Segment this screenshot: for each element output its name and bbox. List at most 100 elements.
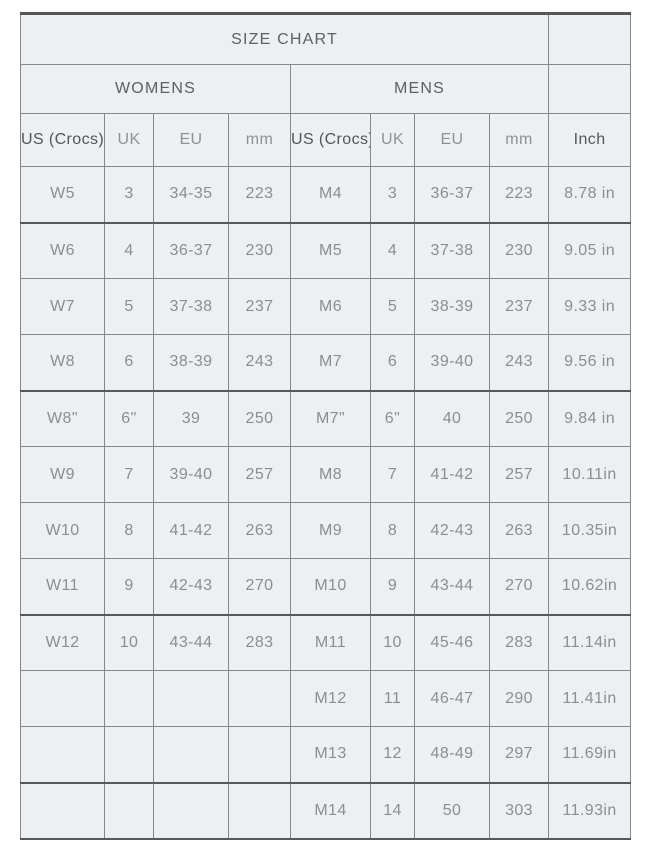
column-header-row: US (Crocs) UK EU mm US (Crocs) UK EU mm …	[20, 113, 632, 167]
col-header-mens-us: US (Crocs)	[290, 113, 371, 167]
cell-inch: 9.84 in	[548, 390, 632, 447]
cell-womens-uk: 5	[104, 278, 154, 335]
cell-mens-mm: 297	[488, 726, 550, 784]
womens-section-header: WOMENS	[20, 64, 291, 114]
col-header-womens-us: US (Crocs)	[20, 113, 105, 167]
table-row: W12 10 43-44 283 M11 10 45-46 283 11.14in	[20, 614, 632, 671]
cell-mens-eu: 40	[414, 390, 490, 447]
cell-mens-mm: 263	[488, 502, 550, 559]
cell-womens-us: W9	[20, 446, 105, 503]
title-row: SIZE CHART	[19, 13, 632, 65]
cell-mens-uk: 7	[370, 446, 415, 503]
cell-mens-uk: 6"	[370, 390, 415, 447]
cell-womens-us: W6	[20, 222, 105, 279]
cell-womens-uk: 4	[104, 222, 154, 279]
cell-mens-uk: 4	[370, 222, 415, 279]
table-row: W6 4 36-37 230 M5 4 37-38 230 9.05 in	[20, 222, 632, 279]
cell-womens-us: W8"	[20, 390, 105, 447]
size-chart-table: SIZE CHART WOMENS MENS US (Crocs) UK EU …	[19, 12, 632, 840]
cell-womens-uk: 9	[104, 558, 154, 616]
cell-womens-eu: 39	[153, 390, 229, 447]
title-row-spacer-cell	[548, 13, 632, 65]
cell-womens-mm	[228, 726, 291, 784]
section-row: WOMENS MENS	[20, 64, 632, 114]
cell-mens-us: M10	[290, 558, 371, 616]
cell-mens-uk: 5	[370, 278, 415, 335]
table-row: W7 5 37-38 237 M6 5 38-39 237 9.33 in	[20, 278, 632, 335]
cell-womens-uk: 6	[104, 334, 154, 392]
table-row: W8 6 38-39 243 M7 6 39-40 243 9.56 in	[20, 334, 632, 392]
cell-inch: 11.41in	[548, 670, 632, 727]
cell-womens-mm: 270	[228, 558, 291, 616]
cell-womens-mm: 223	[228, 166, 291, 224]
table-row: M12 11 46-47 290 11.41in	[20, 670, 632, 727]
cell-inch: 10.35in	[548, 502, 632, 559]
size-table-body: W5 3 34-35 223 M4 3 36-37 223 8.78 in W6 4 36-37 230…	[20, 166, 632, 839]
cell-womens-us: W7	[20, 278, 105, 335]
cell-inch: 11.69in	[548, 726, 632, 784]
cell-womens-eu: 37-38	[153, 278, 229, 335]
cell-inch: 11.14in	[548, 614, 632, 671]
cell-mens-eu: 45-46	[414, 614, 490, 671]
cell-mens-us: M4	[290, 166, 371, 224]
cell-mens-eu: 50	[414, 782, 490, 839]
cell-inch: 10.62in	[548, 558, 632, 616]
col-header-mens-mm: mm	[488, 113, 550, 167]
cell-mens-mm: 237	[488, 278, 550, 335]
cell-mens-mm: 243	[488, 334, 550, 392]
table-row: W9 7 39-40 257 M8 7 41-42 257 10.11in	[20, 446, 632, 503]
cell-mens-us: M9	[290, 502, 371, 559]
cell-womens-uk: 6"	[104, 390, 154, 447]
cell-mens-us: M7	[290, 334, 371, 392]
cell-womens-mm: 237	[228, 278, 291, 335]
cell-mens-eu: 43-44	[414, 558, 490, 616]
cell-womens-mm: 257	[228, 446, 291, 503]
cell-womens-eu	[153, 782, 229, 839]
cell-mens-mm: 270	[488, 558, 550, 616]
cell-womens-mm	[228, 670, 291, 727]
cell-womens-eu	[153, 726, 229, 784]
cell-mens-mm: 303	[488, 782, 550, 839]
table-row: M14 14 50 303 11.93in	[20, 782, 632, 839]
cell-mens-eu: 46-47	[414, 670, 490, 727]
cell-womens-us	[20, 726, 105, 784]
cell-mens-us: M14	[290, 782, 371, 839]
cell-womens-us	[20, 782, 105, 839]
cell-womens-eu: 43-44	[153, 614, 229, 671]
cell-womens-eu: 38-39	[153, 334, 229, 392]
cell-womens-mm: 250	[228, 390, 291, 447]
cell-womens-uk	[104, 670, 154, 727]
cell-womens-uk: 7	[104, 446, 154, 503]
cell-mens-uk: 10	[370, 614, 415, 671]
cell-mens-us: M11	[290, 614, 371, 671]
section-row-spacer-cell	[548, 64, 632, 114]
cell-womens-us: W10	[20, 502, 105, 559]
cell-mens-eu: 36-37	[414, 166, 490, 224]
cell-mens-us: M12	[290, 670, 371, 727]
cell-mens-eu: 42-43	[414, 502, 490, 559]
cell-mens-mm: 290	[488, 670, 550, 727]
cell-mens-eu: 38-39	[414, 278, 490, 335]
table-row: W11 9 42-43 270 M10 9 43-44 270 10.62in	[20, 558, 632, 616]
cell-inch: 11.93in	[548, 782, 632, 839]
cell-mens-us: M8	[290, 446, 371, 503]
cell-womens-us: W5	[20, 166, 105, 224]
cell-mens-eu: 41-42	[414, 446, 490, 503]
col-header-womens-uk: UK	[104, 113, 154, 167]
cell-womens-mm: 230	[228, 222, 291, 279]
cell-mens-eu: 37-38	[414, 222, 490, 279]
cell-womens-mm: 243	[228, 334, 291, 392]
table-row: M13 12 48-49 297 11.69in	[20, 726, 632, 784]
cell-mens-mm: 257	[488, 446, 550, 503]
cell-womens-eu: 42-43	[153, 558, 229, 616]
cell-mens-eu: 48-49	[414, 726, 490, 784]
cell-inch: 8.78 in	[548, 166, 632, 224]
table-row: W8" 6" 39 250 M7" 6" 40 250 9.84 in	[20, 390, 632, 447]
cell-inch: 9.56 in	[548, 334, 632, 392]
cell-mens-uk: 11	[370, 670, 415, 727]
cell-inch: 9.05 in	[548, 222, 632, 279]
cell-mens-mm: 250	[488, 390, 550, 447]
cell-womens-us	[20, 670, 105, 727]
cell-mens-us: M13	[290, 726, 371, 784]
